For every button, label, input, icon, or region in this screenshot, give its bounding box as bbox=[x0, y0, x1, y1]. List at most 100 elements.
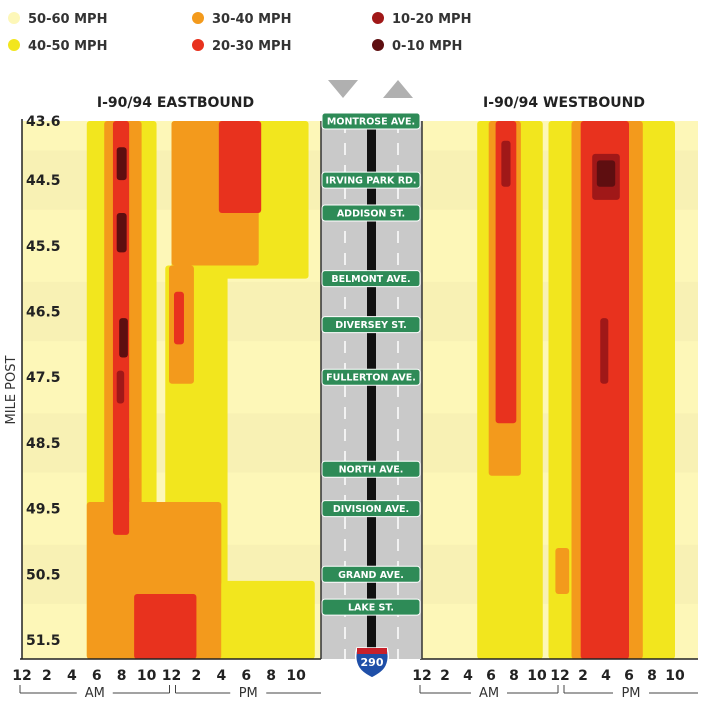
interstate-shield-icon: 290 bbox=[354, 647, 390, 679]
street-label-diversey-st: DIVERSEY ST. bbox=[335, 320, 407, 331]
y-tick-label: 49.5 bbox=[26, 502, 61, 518]
legend-swatch-50-60-mph bbox=[8, 12, 20, 24]
street-sign-irving-park-rd bbox=[321, 171, 421, 189]
x-tick-label: 8 bbox=[117, 668, 127, 684]
x-tick-label: 4 bbox=[67, 668, 77, 684]
legend-swatch-0-10-mph bbox=[372, 39, 384, 51]
speed-band-0-10-mph bbox=[596, 160, 616, 187]
x-tick-label: 4 bbox=[216, 668, 226, 684]
eastbound-title: I-90/94 EASTBOUND bbox=[97, 95, 254, 111]
legend-swatch-10-20-mph bbox=[372, 12, 384, 24]
x-tick-label: 10 bbox=[665, 668, 685, 684]
shield-top-band bbox=[357, 648, 387, 654]
street-label-division-ave: DIVISION AVE. bbox=[333, 504, 409, 515]
street-label-irving-park-rd: IRVING PARK RD. bbox=[325, 176, 416, 187]
speed-band-0-10-mph bbox=[119, 318, 128, 358]
y-tick-label: 44.5 bbox=[26, 173, 61, 189]
speed-band-20-30-mph bbox=[134, 594, 197, 659]
x-tick-label: 2 bbox=[578, 668, 588, 684]
x-tick-label: 12 bbox=[412, 668, 431, 684]
speed-band-20-30-mph bbox=[495, 121, 517, 424]
legend-label-10-20-mph: 10-20 MPH bbox=[392, 12, 471, 27]
shield-body bbox=[354, 647, 390, 679]
x-tick-label: 2 bbox=[192, 668, 202, 684]
speed-band-20-30-mph bbox=[218, 121, 262, 213]
y-axis-label: MILE POST bbox=[4, 355, 19, 424]
x-tick-label: 10 bbox=[286, 668, 306, 684]
speed-band-20-30-mph bbox=[580, 121, 629, 659]
x-tick-label: 12 bbox=[12, 668, 31, 684]
x-tick-label: 8 bbox=[509, 668, 519, 684]
legend: 50-60 MPH 40-50 MPH 30-40 MPH 20-30 MPH 10-2… bbox=[8, 12, 471, 54]
y-tick-label: 51.5 bbox=[26, 633, 61, 649]
eastbound-arrow-icon bbox=[328, 80, 358, 98]
speed-band-0-10-mph bbox=[116, 147, 127, 181]
speed-band-20-30-mph bbox=[112, 475, 130, 535]
street-label-addison-st: ADDISON ST. bbox=[337, 208, 405, 219]
legend-label-50-60-mph: 50-60 MPH bbox=[28, 12, 107, 27]
y-tick-label: 47.5 bbox=[26, 370, 61, 386]
street-sign-diversey-st bbox=[321, 316, 421, 334]
axes: 43.6 44.5 45.5 46.5 47.5 48.5 49.5 50.5 51.5 MILE… bbox=[4, 114, 61, 659]
street-label-grand-ave: GRAND AVE. bbox=[338, 570, 404, 581]
street-sign-addison-st bbox=[321, 204, 421, 222]
x-tick-label: 12 bbox=[162, 668, 181, 684]
legend-label-30-40-mph: 30-40 MPH bbox=[212, 12, 291, 27]
westbound-arrow-icon bbox=[383, 80, 413, 98]
x-tick-label: 2 bbox=[440, 668, 450, 684]
legend-label-40-50-mph: 40-50 MPH bbox=[28, 39, 107, 54]
x-tick-label: 8 bbox=[647, 668, 657, 684]
street-label-belmont-ave: BELMONT AVE. bbox=[331, 274, 410, 285]
street-sign-montrose-ave bbox=[321, 112, 421, 130]
x-tick-label: 6 bbox=[624, 668, 634, 684]
street-sign-grand-ave bbox=[321, 565, 421, 583]
x-tick-label: 6 bbox=[486, 668, 496, 684]
x-tick-label: 8 bbox=[266, 668, 276, 684]
expressway-road: MONTROSE AVE. IRVING PARK RD. ADDISON ST. B… bbox=[320, 80, 423, 679]
street-label-fullerton-ave: FULLERTON AVE. bbox=[326, 373, 416, 384]
street-label-montrose-ave: MONTROSE AVE. bbox=[327, 117, 415, 128]
legend-label-0-10-mph: 0-10 MPH bbox=[392, 39, 462, 54]
speed-band-40-50-mph bbox=[221, 580, 315, 659]
speed-band-10-20-mph bbox=[600, 318, 609, 384]
shield-number: 290 bbox=[361, 656, 384, 669]
x-tick-label: 10 bbox=[527, 668, 547, 684]
speed-band-20-30-mph bbox=[173, 291, 184, 345]
speed-band-30-40-mph bbox=[555, 548, 570, 595]
x-tick-label: 2 bbox=[42, 668, 52, 684]
legend-swatch-30-40-mph bbox=[192, 12, 204, 24]
road-median bbox=[367, 121, 376, 659]
street-sign-belmont-ave bbox=[321, 270, 421, 288]
x-tick-label: 4 bbox=[463, 668, 473, 684]
x-tick-label: 6 bbox=[241, 668, 251, 684]
legend-swatch-40-50-mph bbox=[8, 39, 20, 51]
y-tick-label: 48.5 bbox=[26, 436, 61, 452]
speed-band-10-20-mph bbox=[116, 370, 125, 404]
speed-band-0-10-mph bbox=[116, 212, 127, 253]
x-tick-label: 6 bbox=[92, 668, 102, 684]
x-tick-label: 4 bbox=[601, 668, 611, 684]
street-label-north-ave: NORTH AVE. bbox=[339, 465, 404, 476]
street-sign-lake-st bbox=[321, 598, 421, 616]
y-tick-label: 45.5 bbox=[26, 239, 61, 255]
x-tick-label: 12 bbox=[550, 668, 569, 684]
westbound-title: I-90/94 WESTBOUND bbox=[483, 95, 645, 111]
street-sign-fullerton-ave bbox=[321, 368, 421, 386]
y-tick-label: 46.5 bbox=[26, 305, 61, 321]
speed-band-10-20-mph bbox=[501, 140, 511, 187]
y-tick-label: 50.5 bbox=[26, 567, 61, 583]
street-sign-north-ave bbox=[321, 460, 421, 478]
pm-label: PM bbox=[239, 686, 258, 701]
street-sign-division-ave bbox=[321, 500, 421, 518]
legend-label-20-30-mph: 20-30 MPH bbox=[212, 39, 291, 54]
legend-swatch-20-30-mph bbox=[192, 39, 204, 51]
am-label: AM bbox=[479, 686, 499, 701]
street-label-lake-st: LAKE ST. bbox=[348, 603, 394, 614]
x-tick-label: 10 bbox=[137, 668, 157, 684]
am-label: AM bbox=[85, 686, 105, 701]
y-tick-label: 43.6 bbox=[26, 114, 61, 130]
pm-label: PM bbox=[621, 686, 640, 701]
